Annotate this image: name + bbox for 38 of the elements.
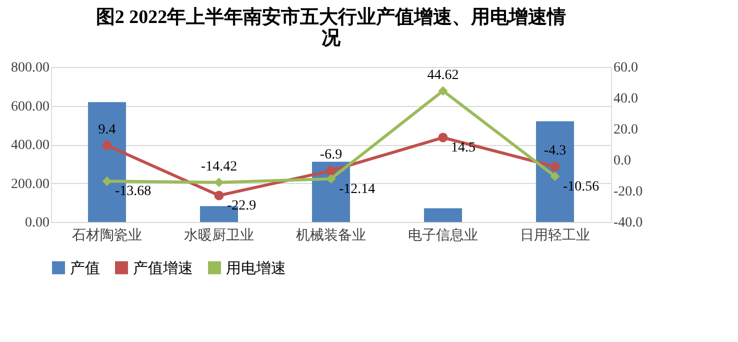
x-tick-label: 水暖厨卫业 (184, 228, 254, 244)
y2-tick-label: -20.0 (614, 184, 643, 200)
x-tick-label: 石材陶瓷业 (72, 228, 142, 244)
point (102, 176, 112, 186)
chart-title: 图2 2022年上半年南安市五大行业产值增速、用电增速情况 (96, 6, 566, 49)
legend-label: 用电增速 (226, 260, 286, 277)
y-tick-label: 600.00 (11, 99, 50, 114)
point (438, 86, 448, 96)
y2-tick-label: -40.0 (614, 216, 643, 230)
y-tick-label: 200.00 (11, 176, 50, 192)
data-label: 9.4 (98, 122, 116, 138)
y-tick-label: 800.00 (11, 60, 50, 76)
point (326, 174, 336, 184)
point (214, 190, 224, 200)
y2-tick-label: 60.0 (614, 60, 638, 76)
point (438, 132, 448, 142)
data-label: -6.9 (320, 148, 342, 163)
x-tick-label: 电子信息业 (408, 228, 478, 244)
y2-tick-label: 40.0 (614, 92, 638, 106)
point (102, 140, 112, 150)
legend-label: 产值 (70, 260, 100, 277)
y-tick-label: 0.00 (25, 216, 50, 230)
y2-tick-label: 20.0 (614, 122, 638, 138)
y-tick-label: 400.00 (11, 138, 50, 153)
data-label: -4.3 (544, 144, 566, 159)
point (550, 172, 560, 182)
data-label: 44.62 (427, 68, 459, 83)
data-label: 14.5 (451, 140, 476, 156)
x-tick-label: 日用轻工业 (520, 228, 590, 244)
data-label: -14.42 (200, 159, 238, 174)
point (550, 162, 560, 172)
legend-label: 产值增速 (133, 260, 193, 277)
point (214, 178, 224, 188)
data-label: -22.9 (227, 198, 256, 214)
y2-tick-label: 0.0 (614, 154, 631, 168)
point (326, 166, 336, 176)
x-tick-label: 机械装备业 (296, 228, 366, 244)
bar (424, 208, 462, 222)
